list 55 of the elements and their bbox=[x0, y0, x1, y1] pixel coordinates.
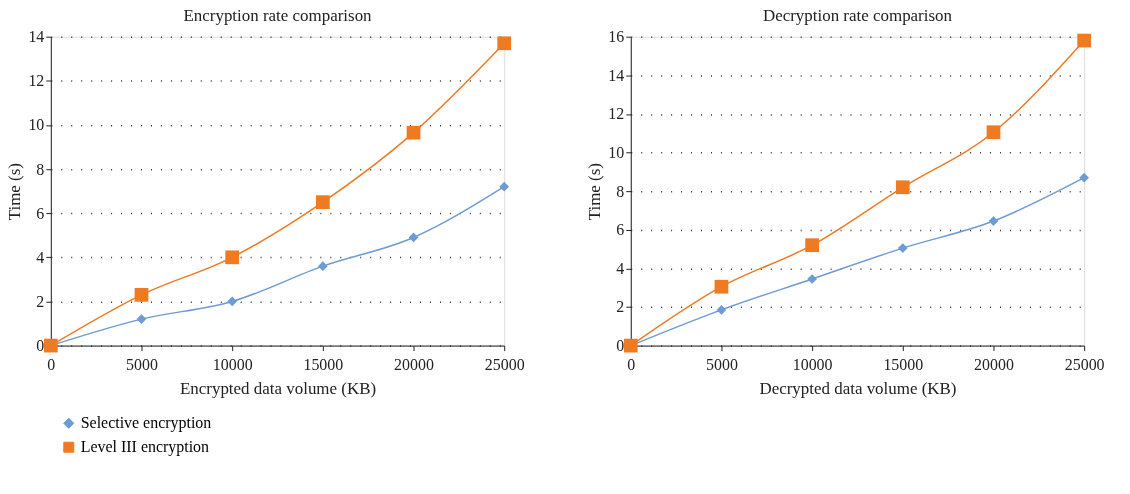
point bbox=[225, 250, 240, 265]
y-tick-label: 10 bbox=[28, 116, 45, 134]
y-tick-label: 0 bbox=[616, 337, 625, 355]
point bbox=[716, 305, 727, 315]
point bbox=[497, 36, 512, 51]
point bbox=[136, 314, 147, 324]
x-tick-label: 25000 bbox=[1064, 356, 1105, 374]
point bbox=[1079, 172, 1090, 183]
y-tick-label: 4 bbox=[616, 259, 625, 277]
y-axis-title: Time (s) bbox=[585, 163, 605, 221]
x-axis-title: Decrypted data volume (KB) bbox=[759, 378, 957, 398]
y-tick-label: 2 bbox=[616, 298, 625, 316]
y-tick-label: 6 bbox=[616, 221, 625, 239]
x-tick-label: 0 bbox=[47, 356, 56, 374]
point bbox=[315, 195, 330, 210]
x-tick-label: 20000 bbox=[974, 356, 1014, 374]
x-tick-label: 5000 bbox=[706, 356, 738, 374]
point bbox=[805, 238, 819, 253]
x-tick-label: 0 bbox=[627, 356, 636, 374]
point bbox=[406, 125, 421, 140]
point bbox=[714, 279, 729, 294]
point bbox=[134, 287, 149, 302]
y-tick-label: 6 bbox=[36, 204, 45, 222]
x-tick-label: 20000 bbox=[394, 356, 434, 374]
point bbox=[895, 180, 910, 195]
y-axis-title: Time (s) bbox=[5, 163, 25, 221]
x-tick-label: 5000 bbox=[126, 356, 158, 374]
y-tick-label: 4 bbox=[36, 248, 45, 266]
point bbox=[318, 261, 328, 272]
chart-title: Encryption rate comparison bbox=[183, 5, 373, 25]
point bbox=[499, 181, 510, 192]
x-axis-title: Encrypted data volume (KB) bbox=[179, 378, 377, 398]
x-tick-label: 10000 bbox=[792, 356, 833, 374]
legend-label: Level III encryption bbox=[80, 438, 210, 457]
point bbox=[986, 125, 1001, 140]
point bbox=[1077, 33, 1092, 48]
point bbox=[897, 243, 908, 253]
y-tick-label: 12 bbox=[608, 105, 625, 123]
y-tick-label: 12 bbox=[28, 72, 45, 90]
y-tick-label: 2 bbox=[36, 292, 45, 310]
y-tick-label: 0 bbox=[36, 337, 45, 355]
y-tick-label: 14 bbox=[28, 28, 45, 46]
x-tick-label: 15000 bbox=[883, 356, 924, 374]
x-tick-label: 10000 bbox=[212, 356, 253, 374]
y-tick-label: 8 bbox=[36, 160, 45, 178]
y-tick-label: 16 bbox=[608, 28, 625, 46]
x-tick-label: 15000 bbox=[303, 356, 344, 374]
y-tick-label: 8 bbox=[616, 182, 625, 200]
point bbox=[227, 296, 238, 307]
y-tick-label: 10 bbox=[608, 144, 625, 162]
y-tick-label: 14 bbox=[608, 66, 625, 84]
chart-title: Decryption rate comparison bbox=[762, 5, 953, 25]
legend-label: Selective encryption bbox=[80, 414, 212, 433]
x-tick-label: 25000 bbox=[484, 356, 525, 374]
point bbox=[988, 216, 999, 226]
